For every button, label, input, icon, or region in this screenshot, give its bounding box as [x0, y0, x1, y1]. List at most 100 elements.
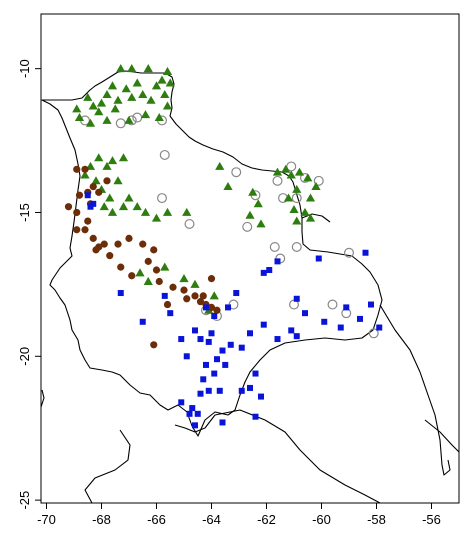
river-border — [424, 419, 459, 453]
square-point — [203, 304, 209, 311]
circle-point — [144, 257, 152, 265]
triangle-point — [245, 210, 255, 219]
y-tick-label: -20 — [17, 347, 32, 366]
triangle-point — [135, 268, 145, 277]
circle-point — [81, 226, 89, 234]
brazil-border — [301, 213, 331, 223]
circle-point — [89, 182, 97, 191]
circle-point — [73, 226, 81, 234]
triangle-point — [305, 213, 316, 222]
open-circle-point — [231, 167, 242, 178]
triangle-point — [160, 89, 170, 98]
square-point — [178, 336, 185, 343]
square-point — [205, 387, 212, 394]
square-point — [266, 267, 273, 274]
triangle-point — [146, 95, 156, 104]
triangle-point — [143, 64, 153, 73]
plot-frame — [40, 13, 460, 504]
circle-point — [92, 246, 100, 254]
square-point — [216, 387, 223, 394]
square-point — [211, 313, 218, 320]
circle-point — [213, 306, 221, 314]
triangle-point — [190, 279, 200, 288]
triangle-point — [209, 291, 219, 300]
triangle-point — [311, 181, 321, 191]
circle-point — [103, 177, 111, 185]
y-tick-label: -10 — [17, 59, 32, 78]
circle-point — [100, 240, 108, 248]
triangle-point — [102, 115, 112, 124]
circle-point — [73, 165, 81, 173]
circle-point — [150, 246, 158, 254]
circle-point — [199, 292, 207, 300]
triangle-point — [162, 101, 173, 110]
square-point — [293, 333, 300, 340]
triangle-point — [80, 170, 90, 179]
open-circle-point — [368, 328, 379, 339]
x-tick-label: -62 — [257, 512, 276, 527]
square-point — [178, 399, 185, 406]
triangle-point — [116, 64, 126, 73]
open-circle-point — [344, 247, 355, 258]
triangle-point — [157, 75, 167, 84]
x-axis: -70 -68 -66 -64 -62 -60 -58 -56 — [37, 503, 441, 527]
triangle-point — [113, 95, 123, 104]
triangle-point — [85, 118, 96, 127]
square-point — [293, 295, 300, 302]
square-point — [260, 321, 267, 328]
triangle-point — [154, 112, 164, 122]
x-tick-label: -70 — [37, 512, 56, 527]
circle-point — [73, 208, 81, 217]
square-point — [357, 315, 363, 322]
circle-point — [84, 217, 92, 225]
square-point — [87, 203, 94, 210]
circle-point — [180, 286, 188, 294]
open-circle-point — [313, 175, 324, 186]
x-tick-label: -66 — [147, 512, 166, 527]
circle-point — [95, 188, 103, 196]
square-point — [203, 361, 209, 368]
square-point — [288, 327, 295, 334]
triangle-point — [132, 78, 142, 87]
square-point — [167, 310, 174, 317]
triangle-point — [102, 161, 112, 170]
triangle-point — [215, 161, 225, 170]
circle-point — [106, 252, 114, 260]
triangle-point — [151, 213, 162, 222]
square-point — [260, 269, 267, 276]
argentina-border — [84, 429, 131, 503]
open-circle-point — [132, 112, 143, 123]
square-point — [238, 387, 245, 394]
triangle-point — [303, 173, 313, 182]
x-tick-label: -64 — [202, 512, 221, 527]
triangle-point — [107, 81, 118, 90]
triangle-point — [107, 156, 118, 165]
square-point — [219, 347, 226, 354]
triangle-point — [162, 207, 173, 216]
triangle-point — [113, 176, 123, 185]
triangle-point — [294, 167, 305, 176]
square-point — [192, 327, 198, 334]
circle-point — [152, 266, 161, 274]
triangle-point — [91, 176, 101, 185]
open-circle-point — [327, 299, 338, 310]
triangle-point — [124, 193, 134, 202]
triangle-point — [140, 207, 151, 216]
open-circle-point — [115, 118, 126, 129]
square-point — [343, 304, 350, 311]
triangle-point — [256, 219, 266, 228]
triangle-point — [223, 181, 233, 191]
triangle-point — [138, 89, 148, 98]
triangle-point — [121, 84, 131, 93]
triangle-point — [110, 104, 120, 113]
circle-point — [81, 165, 89, 173]
open-circle-point — [184, 218, 195, 229]
triangle-point — [88, 101, 98, 110]
square-point — [225, 304, 231, 311]
square-point — [194, 410, 201, 417]
triangle-point — [300, 207, 310, 216]
y-tick-label: -15 — [17, 203, 32, 222]
triangle-point — [72, 104, 82, 113]
triangle-point — [118, 202, 129, 211]
